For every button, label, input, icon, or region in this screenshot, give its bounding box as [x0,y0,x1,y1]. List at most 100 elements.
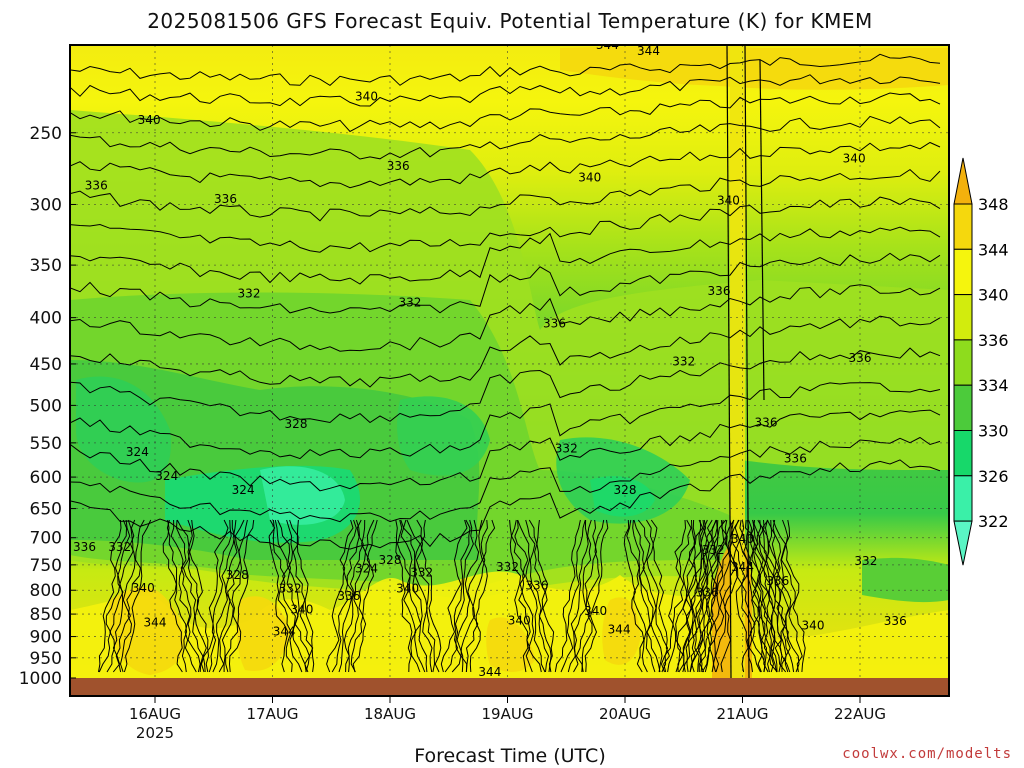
colorbar-segment-1 [953,248,973,296]
colorbar-label-4: 334 [978,376,1009,395]
contour-spike-4-4 [567,519,589,673]
contour-label-29: 328 [379,553,402,567]
contour-spike-1-5 [208,519,232,673]
contour-spike-2-4 [338,519,361,673]
contour-spike-6-3 [694,519,714,673]
fill-zone-16 [730,45,745,678]
contour-vertical-2 [759,59,765,401]
contour-spike-r-2-2 [400,519,426,673]
colorbar-segment-6 [953,475,973,522]
contour-label-36: 340 [290,602,313,616]
contour-label-47: 336 [696,586,719,600]
contour-spike-r-1-1 [272,519,293,673]
colorbar-segment-0 [953,203,973,250]
contour-label-12: 336 [708,284,731,298]
contour-spike-r-0-3 [175,519,201,673]
contour-spike-3-2 [460,519,483,673]
contour-spike-2-5 [331,519,357,673]
colorbar-label-3: 336 [978,331,1009,350]
contour-spike-r-5-2 [734,519,761,673]
contour-spike-7-0 [720,519,745,673]
chart-title: 2025081506 GFS Forecast Equiv. Potential… [147,9,873,33]
contour-spike-0-4 [106,519,131,673]
contour-label-40: 340 [508,614,531,628]
contour-spike-r-4-6 [650,519,670,673]
contour-line-13 [70,409,941,492]
contour-label-33: 344 [144,615,167,629]
contour-vertical-0 [726,45,732,678]
y-tick-label-6: 550 [30,434,62,454]
contour-labels: 344 344 344 340 340 340 340 340 336 336 336 336 336 3… [14,38,907,678]
contour-spike-r-3-3 [517,519,546,673]
contour-label-34: 344 [273,624,296,638]
contour-line-9 [70,284,941,352]
contour-label-30: 332 [410,566,433,580]
contour-spike-r-2-3 [402,519,428,673]
contour-label-35: 332 [279,581,302,595]
contour-label-51: 336 [884,614,907,628]
contour-spike-5-5 [667,519,692,673]
contour-label-14: 336 [784,451,807,465]
contour-line-5 [70,168,941,222]
y-tick-label-8: 650 [30,500,62,520]
colorbar-segment-2 [953,294,973,341]
contour-spike-r-1-4 [286,519,310,673]
y-tick-label-9: 700 [30,529,62,549]
colorbar: 348 344 340 336 334 330 326 322 [953,157,1009,566]
contour-label-2: 344 [596,38,619,52]
colorbar-label-2: 340 [978,286,1009,305]
plot-frame [69,44,950,697]
contour-spike-0-6 [98,519,122,673]
contour-spike-4-5 [560,519,586,673]
contour-spike-0-0 [123,519,152,673]
contour-spike-4-0 [584,519,609,673]
colorbar-label-6: 326 [978,467,1009,486]
contour-spike-r-1-6 [296,519,315,673]
contour-spike-3-3 [456,519,480,673]
contour-label-50: 340 [802,618,825,632]
y-tick-label-3: 400 [30,309,62,329]
contour-spike-r-1-2 [274,519,303,673]
contour-spike-r-7-3 [770,519,795,673]
colorbar-label-1: 344 [978,240,1009,259]
x-tick-label-3: 19AUG [482,705,534,723]
contour-spike-3-6 [440,519,468,673]
contour-spike-r-0-6 [189,519,210,673]
contour-label-17: 332 [399,296,422,310]
fill-zone-12 [486,617,535,672]
contour-line-10 [70,315,941,388]
contour-label-48: 336 [766,574,789,588]
contour-spike-3-5 [444,519,471,673]
contour-spike-r-1-3 [277,519,307,673]
y-tick-label-14: 950 [30,649,62,669]
y-axis: 250 300 350 400 450 500 550 600 650 700 750 800 850 9… [19,124,76,689]
contour-spike-4-6 [554,519,581,673]
contour-spike-r-6-2 [750,519,778,673]
contour-spike-2-6 [326,519,354,673]
contour-label-5: 340 [578,170,601,184]
contour-label-16: 332 [238,286,261,300]
contour-lines [70,45,941,678]
contour-spike-1-1 [225,519,248,673]
colorbar-segment-4 [953,384,973,432]
x-axis-label: Forecast Time (UTC) [414,745,605,767]
contour-label-22: 324 [126,445,149,459]
contour-label-24: 324 [232,483,255,497]
colorbar-segment-3 [953,339,973,386]
contour-line-0 [70,53,941,87]
contour-label-6: 340 [717,194,740,208]
contour-line-3 [70,115,941,160]
contour-label-20: 328 [285,417,308,431]
contour-label-11: 336 [543,316,566,330]
contour-spike-1-2 [221,519,245,672]
contour-spike-r-4-3 [633,519,661,673]
contour-label-0: 344 [14,48,37,62]
contour-spike-7-4 [701,519,725,673]
contour-spike-0-2 [115,519,136,673]
y-tick-label-2: 350 [30,256,62,276]
contour-spike-r-1-0 [268,519,289,673]
contour-label-45: 340 [731,532,754,546]
contour-spike-5-0 [689,519,717,673]
y-tick-label-13: 900 [30,628,62,648]
